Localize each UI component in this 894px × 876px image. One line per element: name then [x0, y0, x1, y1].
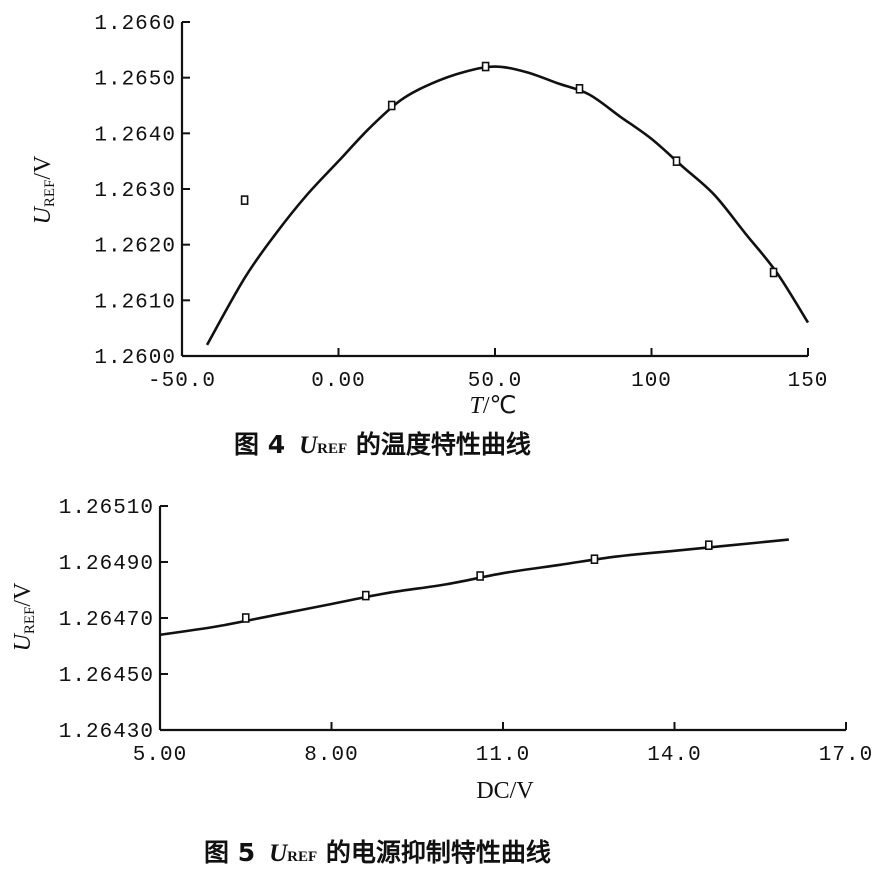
x-tick-label: 17.0 — [819, 744, 873, 767]
temperature-chart: 1.2600 1.2610 1.2620 1.2630 1.2640 1.2650 1.26… — [30, 13, 829, 419]
figure-5-caption-prefix: 图 5 — [204, 838, 256, 867]
data-point — [476, 571, 484, 581]
figure-4-caption-sub: REF — [317, 441, 348, 457]
y-tick-label: 1.26470 — [59, 609, 154, 632]
data-point — [590, 554, 599, 564]
x-axis-title-var: DC — [476, 778, 509, 804]
figure-4-caption-suffix: 的温度特性曲线 — [355, 430, 531, 459]
data-point — [361, 590, 370, 601]
series-line — [205, 65, 810, 346]
power-supply-rejection-chart: 1.26430 1.26450 1.26470 1.26490 1.26510 5.00 8… — [10, 497, 873, 804]
y-axis-title-sub: REF — [42, 180, 58, 208]
y-tick-label: 1.26430 — [59, 721, 154, 744]
x-tick-label: 11.0 — [476, 744, 530, 767]
y-axis-title-unit: /V — [10, 582, 36, 607]
data-point — [769, 267, 778, 278]
y-tick-label: 1.2620 — [94, 236, 176, 259]
data-point — [387, 100, 396, 111]
x-axis-title: DC/V — [476, 778, 534, 804]
data-point — [672, 156, 681, 166]
x-tick-label: 5.00 — [133, 744, 187, 767]
x-axis-title-unit: /℃ — [483, 393, 517, 419]
data-point — [704, 540, 713, 550]
data-point — [241, 613, 250, 623]
x-axis-title: T/℃ — [470, 393, 517, 419]
figure-5-caption: 图 5 UREF 的电源抑制特性曲线 — [204, 833, 551, 869]
data-point — [481, 61, 490, 72]
y-tick-label: 1.26490 — [59, 553, 154, 576]
x-tick-label: 8.00 — [304, 744, 358, 767]
y-tick-label: 1.2660 — [94, 13, 176, 36]
y-tick-label: 1.2630 — [94, 180, 176, 203]
data-point — [240, 195, 249, 205]
y-tick-label: 1.2610 — [94, 291, 176, 314]
figure-4-caption: 图 4 UREF 的温度特性曲线 — [234, 425, 531, 461]
y-axis-title: UREF/V — [10, 582, 38, 652]
y-axis-title-var: U — [10, 632, 36, 651]
y-axis-title-sub: REF — [22, 607, 38, 635]
figure-5-caption-var: U — [269, 840, 288, 867]
data-point — [575, 84, 584, 94]
x-tick-label: 0.00 — [311, 370, 365, 393]
y-axis-title-unit: /V — [30, 155, 56, 180]
x-tick-label: 14.0 — [647, 744, 701, 767]
y-tick-label: 1.26510 — [59, 497, 154, 520]
y-tick-label: 1.2600 — [94, 347, 176, 370]
series-line — [159, 538, 789, 637]
y-tick-label: 1.2640 — [94, 124, 176, 147]
y-axis-title-var: U — [30, 205, 56, 224]
x-tick-label: 50.0 — [468, 370, 522, 393]
figure-5-caption-sub: REF — [287, 849, 318, 865]
x-tick-label: 150 — [788, 370, 829, 393]
x-axis-title-unit: /V — [510, 778, 535, 804]
figure-4-caption-prefix: 图 4 — [234, 430, 286, 459]
y-axis-title: UREF/V — [30, 155, 58, 225]
figure-4: 1.2600 1.2610 1.2620 1.2630 1.2640 1.2650 1.26… — [30, 13, 829, 461]
y-tick-label: 1.2650 — [94, 69, 176, 92]
figure-5-caption-suffix: 的电源抑制特性曲线 — [325, 838, 551, 867]
x-tick-label: 100 — [631, 370, 672, 393]
figure-4-caption-var: U — [299, 432, 318, 459]
y-tick-label: 1.26450 — [59, 665, 154, 688]
figure-5: 1.26430 1.26450 1.26470 1.26490 1.26510 5.00 8… — [0, 470, 894, 876]
x-tick-label: -50.0 — [148, 370, 216, 393]
x-axis-title-var: T — [470, 393, 485, 419]
